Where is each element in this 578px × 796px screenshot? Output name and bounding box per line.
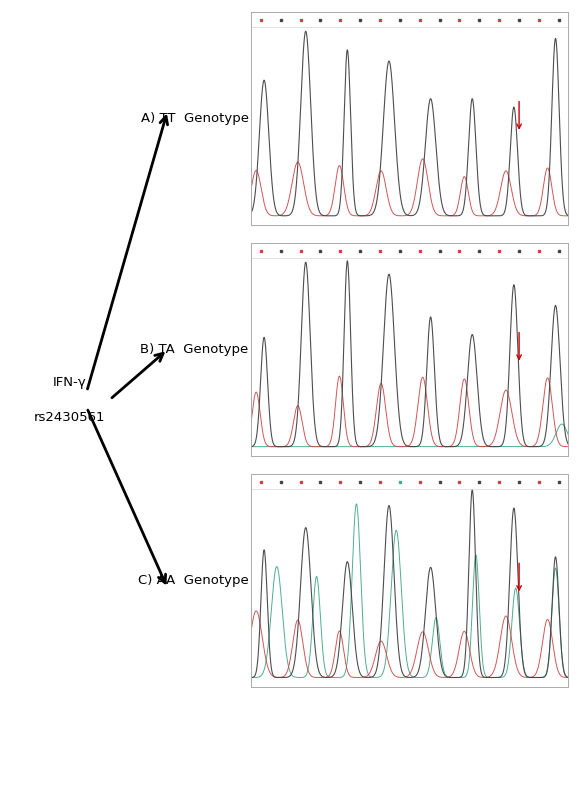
Text: rs2430561: rs2430561 [34, 412, 105, 424]
Text: IFN-γ: IFN-γ [53, 376, 86, 388]
Text: A) TT  Genotype: A) TT Genotype [140, 112, 249, 125]
Text: B) TA  Genotype: B) TA Genotype [140, 343, 249, 356]
Text: C) AA  Genotype: C) AA Genotype [138, 574, 249, 587]
